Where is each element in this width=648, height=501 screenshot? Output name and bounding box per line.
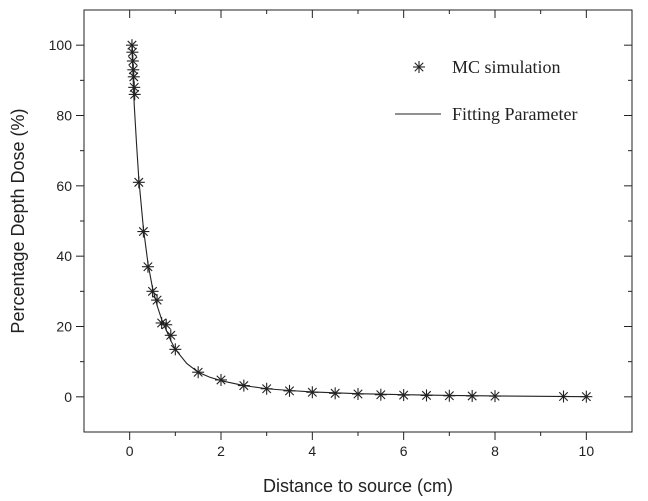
legend-mc-simulation-label: MC simulation	[452, 57, 561, 77]
mc-data-point	[466, 389, 479, 402]
asterisk-stroke	[444, 391, 454, 401]
asterisk-stroke	[147, 286, 158, 296]
asterisk-stroke	[134, 177, 144, 187]
asterisk-stroke	[284, 386, 295, 396]
mc-data-point	[151, 294, 164, 307]
mc-simulation-markers	[125, 39, 593, 403]
asterisk-stroke	[129, 72, 139, 82]
asterisk-stroke	[193, 367, 203, 377]
major-ticks	[76, 10, 632, 440]
mc-data-point	[127, 70, 140, 83]
asterisk-stroke	[330, 388, 340, 398]
asterisk-stroke	[399, 390, 409, 400]
asterisk-stroke	[129, 82, 139, 92]
asterisk-stroke	[170, 344, 180, 354]
y-axis-title: Percentage Depth Dose (%)	[8, 108, 28, 333]
asterisk-stroke	[161, 320, 171, 330]
mc-data-point	[237, 379, 250, 392]
mc-data-point	[397, 389, 410, 402]
mc-data-point	[580, 390, 593, 403]
asterisk-stroke	[414, 62, 424, 72]
legend: MC simulation Fitting Parameter	[395, 57, 577, 124]
asterisk-stroke	[157, 318, 167, 328]
mc-data-point	[126, 46, 139, 59]
x-tick-label: 6	[400, 443, 408, 459]
asterisk-stroke	[138, 226, 148, 237]
x-tick-label: 4	[308, 443, 316, 459]
y-tick-label: 80	[56, 108, 72, 124]
asterisk-stroke	[127, 40, 137, 50]
mc-data-point	[192, 366, 205, 379]
mc-data-point	[283, 384, 296, 397]
mc-data-point	[132, 176, 145, 189]
asterisk-stroke	[558, 391, 569, 402]
legend-mc-simulation-marker	[413, 61, 425, 73]
legend-fitting-parameter-label: Fitting Parameter	[452, 104, 577, 124]
asterisk-stroke	[128, 65, 138, 75]
minor-ticks	[80, 10, 632, 436]
mc-data-point	[137, 225, 150, 238]
asterisk-stroke	[467, 391, 477, 401]
mc-data-point	[128, 81, 141, 94]
mc-data-point	[127, 63, 140, 76]
asterisk-stroke	[166, 330, 176, 340]
mc-data-point	[128, 88, 141, 101]
mc-data-point	[146, 285, 159, 298]
mc-data-point	[306, 386, 319, 399]
asterisk-stroke	[307, 387, 317, 397]
mc-data-point	[260, 382, 273, 395]
y-tick-label: 100	[49, 37, 73, 53]
asterisk-stroke	[143, 262, 153, 272]
asterisk-stroke	[216, 375, 226, 385]
fitting-curve	[131, 45, 587, 398]
asterisk-stroke	[581, 392, 591, 402]
asterisk-stroke	[376, 390, 386, 400]
mc-data-point	[557, 390, 570, 403]
mc-data-point	[443, 389, 456, 402]
asterisk-stroke	[152, 295, 162, 305]
y-tick-label: 20	[56, 319, 72, 335]
plot-frame	[83, 9, 633, 433]
x-tick-label: 0	[126, 443, 134, 459]
legend-asterisk	[413, 61, 425, 73]
asterisk-stroke	[490, 391, 500, 401]
mc-data-point	[352, 388, 364, 401]
asterisk-stroke	[127, 47, 138, 57]
mc-data-point	[141, 260, 154, 273]
mc-data-point	[374, 388, 387, 401]
mc-data-point	[489, 390, 501, 403]
asterisk-stroke	[128, 56, 138, 66]
asterisk-stroke	[239, 380, 249, 391]
asterisk-stroke	[421, 390, 432, 401]
y-tick-label: 40	[56, 248, 72, 264]
mc-data-point	[164, 329, 177, 342]
asterisk-stroke	[262, 384, 272, 394]
mc-data-point	[169, 343, 182, 356]
mc-data-point	[215, 373, 227, 386]
x-axis-title: Distance to source (cm)	[263, 476, 453, 496]
x-tick-label: 8	[491, 443, 499, 459]
mc-data-point	[125, 39, 138, 52]
fitting-curve-group	[131, 45, 587, 398]
x-tick-label: 10	[579, 443, 595, 459]
mc-data-point	[420, 389, 433, 402]
x-tick-label: 2	[217, 443, 225, 459]
mc-data-point	[160, 318, 173, 331]
y-tick-label: 0	[64, 389, 72, 405]
mc-data-point	[329, 387, 342, 400]
asterisk-stroke	[130, 89, 140, 100]
y-tick-label: 60	[56, 178, 72, 194]
asterisk-stroke	[353, 389, 363, 399]
